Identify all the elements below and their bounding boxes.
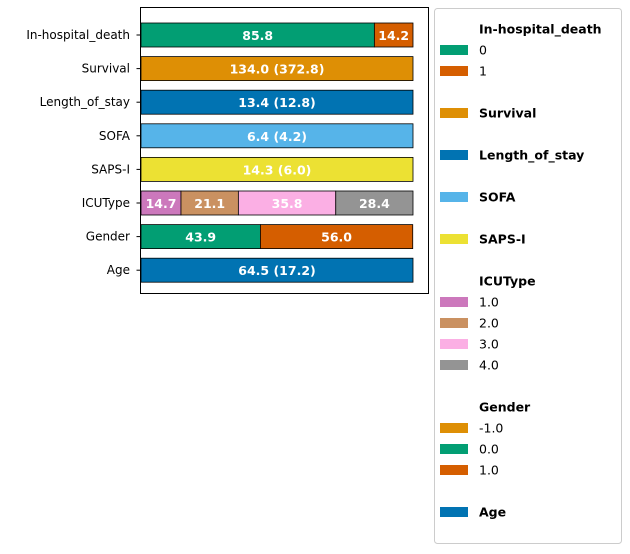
legend-title-survival: Survival — [479, 106, 536, 121]
bar-label-icutype-2-0: 21.1 — [194, 196, 225, 211]
bar-segment-age-age — [140, 257, 414, 283]
legend-title-length-of-stay: Length_of_stay — [479, 148, 584, 164]
y-tick-label-gender: Gender — [86, 230, 130, 244]
bar-segment-icutype-1-0 — [140, 190, 182, 216]
legend-swatch-gender-1-0 — [440, 465, 468, 475]
bar-label-icutype-1-0: 14.7 — [146, 196, 177, 211]
legend: In-hospital_death 0 1 Survival Length_of_sta… — [440, 22, 602, 520]
legend-swatch-in-hospital-death-0 — [440, 45, 468, 55]
legend-swatch-gender-1-0 — [440, 423, 468, 433]
legend-entry-gender-1-0: -1.0 — [479, 421, 503, 436]
y-tick-labels: In-hospital_death Survival Length_of_stay S… — [26, 28, 141, 277]
y-tick-label-icutype: ICUType — [82, 196, 130, 210]
bar-label-gender-0-0: 43.9 — [185, 230, 216, 245]
bar-segment-length-of-stay-length-of-stay — [140, 89, 414, 115]
legend-swatch-sofa — [440, 192, 468, 202]
legend-entry-in-hospital-death-0: 0 — [479, 43, 487, 58]
bar-label-sofa-sofa: 6.4 (4.2) — [247, 129, 307, 144]
legend-entry-icutype-3-0: 3.0 — [479, 337, 499, 352]
bar-label-icutype-4-0: 28.4 — [359, 196, 390, 211]
legend-swatch-length-of-stay — [440, 150, 468, 160]
legend-frame — [434, 8, 622, 544]
bar-segment-icutype-2-0 — [180, 190, 239, 216]
legend-swatch-survival — [440, 108, 468, 118]
plot-frame — [140, 7, 429, 294]
legend-title-icutype: ICUType — [479, 274, 536, 289]
bar-segment-icutype-3-0 — [237, 190, 337, 216]
bars-layer: 85.8 14.2 134.0 (372.8) 13.4 (12.8) 6.4 (4.2… — [140, 22, 414, 283]
y-tick-label-age: Age — [107, 263, 130, 277]
y-tick-label-length-of-stay: Length_of_stay — [40, 95, 130, 109]
legend-swatch-saps-i — [440, 234, 468, 244]
legend-title-in-hospital-death: In-hospital_death — [479, 22, 602, 38]
bar-label-saps-i-saps-i: 14.3 (6.0) — [243, 162, 312, 177]
legend-swatch-icutype-1-0 — [440, 297, 468, 307]
legend-swatch-gender-0-0 — [440, 444, 468, 454]
legend-swatch-icutype-4-0 — [440, 360, 468, 370]
legend-swatch-icutype-3-0 — [440, 339, 468, 349]
legend-entry-icutype-2-0: 2.0 — [479, 316, 499, 331]
legend-title-gender: Gender — [479, 400, 531, 415]
bar-segment-saps-i-saps-i — [140, 156, 414, 182]
bar-segment-in-hospital-death-1 — [373, 22, 414, 48]
legend-title-saps-i: SAPS-I — [479, 232, 526, 247]
bar-segment-in-hospital-death-0 — [140, 22, 375, 48]
legend-swatch-age — [440, 507, 468, 517]
bar-segment-icutype-4-0 — [335, 190, 414, 216]
bar-label-age-age: 64.5 (17.2) — [238, 263, 315, 278]
legend-entry-icutype-1-0: 1.0 — [479, 295, 499, 310]
bar-label-icutype-3-0: 35.8 — [272, 196, 303, 211]
y-tick-label-in-hospital-death: In-hospital_death — [26, 28, 130, 42]
legend-entry-gender-0-0: 0.0 — [479, 442, 499, 457]
bar-label-survival-survival: 134.0 (372.8) — [230, 62, 325, 77]
bar-segment-survival-survival — [140, 56, 414, 81]
legend-swatch-icutype-2-0 — [440, 318, 468, 328]
legend-entry-in-hospital-death-1: 1 — [479, 64, 487, 79]
bar-segment-sofa-sofa — [140, 123, 414, 149]
legend-swatch-in-hospital-death-1 — [440, 66, 468, 76]
bar-label-length-of-stay-length-of-stay: 13.4 (12.8) — [238, 95, 315, 110]
bar-label-gender-1-0: 56.0 — [321, 230, 352, 245]
bar-segment-gender-1-0 — [260, 224, 414, 250]
legend-entry-gender-1-0: 1.0 — [479, 463, 499, 478]
bar-label-in-hospital-death-1: 14.2 — [378, 28, 409, 43]
legend-title-sofa: SOFA — [479, 190, 516, 205]
legend-entry-icutype-4-0: 4.0 — [479, 358, 499, 373]
y-tick-label-survival: Survival — [82, 62, 130, 76]
y-tick-label-saps-i: SAPS-I — [91, 162, 130, 176]
legend-title-age: Age — [479, 505, 506, 520]
bar-label-in-hospital-death-0: 85.8 — [242, 28, 273, 43]
y-tick-label-sofa: SOFA — [99, 129, 131, 143]
